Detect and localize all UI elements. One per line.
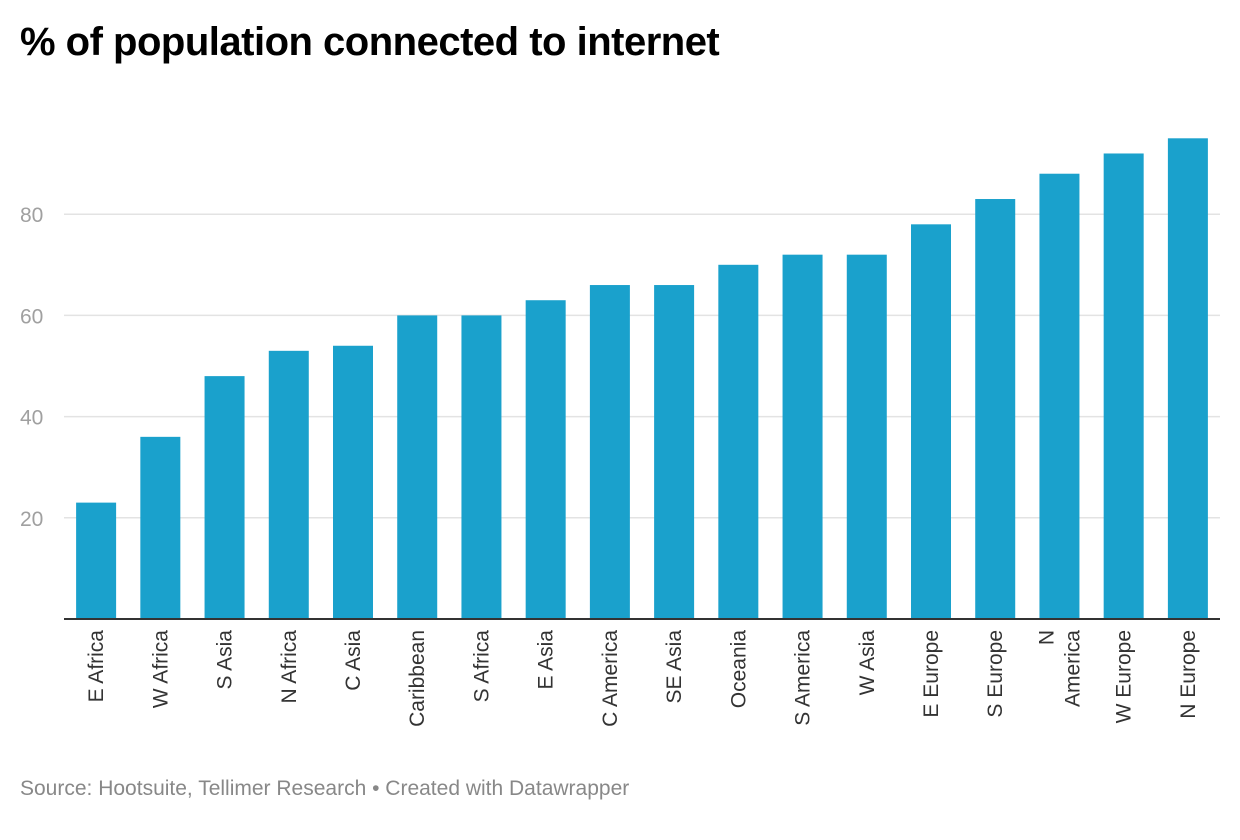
x-tick-label: Oceania [727,630,750,709]
bar [975,199,1016,619]
bar [1167,138,1208,620]
bar [461,315,502,619]
x-tick-label: N Europe [1177,630,1200,719]
bar [911,224,951,619]
x-tick-label: E Asia [535,630,558,690]
x-tick-label: S Africa [470,630,493,703]
y-axis-tick-labels: 20 40 60 80 [20,204,43,531]
bar-chart: 20 40 60 80 E Africa W Africa S Asia N Africa C… [20,138,1220,727]
bar [140,436,181,619]
x-tick-label: SE Asia [663,630,686,704]
x-tick-label: Caribbean [406,630,429,727]
x-tick-label: N Africa [278,630,301,704]
bar [397,315,438,619]
x-tick-label: W Asia [856,630,879,696]
chart-title: % of population connected to internet [20,20,720,64]
x-axis-tick-labels: E Africa W Africa S Asia N Africa C Asia Cari… [85,630,1200,727]
bar [589,285,630,619]
gridlines [64,213,1220,519]
y-tick-label: 60 [20,305,43,328]
x-tick-label: E Europe [920,630,943,718]
bar [718,264,759,619]
source-footer: Source: Hootsuite, Tellimer Research • C… [20,777,630,800]
bar [1103,153,1144,620]
x-tick-label: S Asia [214,630,237,690]
bar [333,345,373,619]
x-tick-label: C America [599,630,622,727]
bar [525,300,566,619]
y-tick-label: 20 [20,508,43,531]
bar [204,376,245,619]
x-tick-label: E Africa [85,630,108,703]
bar [76,502,117,619]
x-tick-label: S Europe [984,630,1007,718]
x-tick-label: C Asia [342,630,365,691]
bars [76,138,1208,620]
y-tick-label: 80 [20,204,43,227]
x-tick-label: N America [1035,630,1084,707]
bar [654,285,695,619]
bar [846,254,887,619]
x-tick-label: W Africa [149,630,172,708]
y-tick-label: 40 [20,407,43,430]
x-tick-label: W Europe [1113,630,1136,723]
x-tick-label: S America [792,630,815,726]
bar [782,254,823,619]
bar [1039,173,1080,619]
bar [268,350,309,619]
